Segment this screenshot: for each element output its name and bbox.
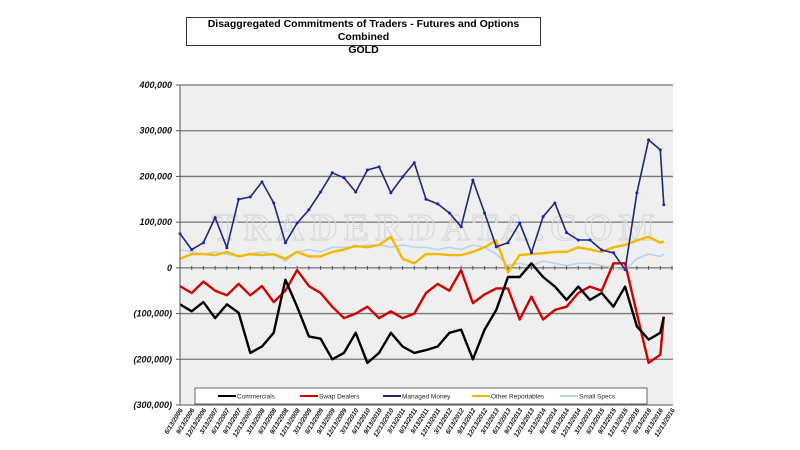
y-tick-label: (200,000) [133, 354, 172, 364]
data-point-managed-money [447, 211, 451, 215]
series-line-other-reportables [179, 235, 665, 274]
data-point-managed-money [471, 178, 475, 182]
data-point-managed-money [541, 215, 545, 219]
data-point-managed-money [635, 191, 639, 195]
data-point-managed-money [494, 245, 498, 249]
data-point-managed-money [529, 251, 533, 255]
data-point-managed-money [436, 202, 440, 206]
y-tick-label: 0 [167, 263, 172, 273]
data-point-managed-money [565, 231, 569, 235]
data-point-managed-money [283, 241, 287, 245]
data-point-managed-money [237, 197, 241, 201]
data-point-managed-money [518, 221, 522, 225]
data-point-managed-money [658, 148, 662, 152]
data-point-managed-money [611, 251, 615, 255]
legend-label-other-reportables: Other Reportables [491, 394, 545, 401]
data-point-managed-money [412, 161, 416, 165]
legend-label-small-specs: Small Specs [579, 394, 616, 401]
y-tick-label: (100,000) [133, 309, 172, 319]
series-line-small-specs [179, 244, 665, 271]
data-point-managed-money [588, 238, 592, 242]
data-point-managed-money [576, 238, 580, 242]
data-point-managed-money [190, 248, 194, 252]
data-point-managed-money [213, 216, 217, 220]
plot-area [180, 85, 673, 405]
legend-label-managed-money: Managed Money [402, 394, 451, 401]
data-point-managed-money [506, 241, 510, 245]
data-point-managed-money [330, 171, 334, 175]
series-line-swap-dealers [179, 262, 665, 365]
y-tick-label: 300,000 [139, 126, 172, 136]
series-line-commercials [179, 262, 665, 365]
data-point-managed-money [483, 211, 487, 215]
legend-box [194, 387, 648, 405]
legend-label-commercials: Commercials [237, 394, 276, 401]
data-point-managed-money [201, 241, 205, 245]
data-point-managed-money [342, 176, 346, 180]
data-point-managed-money [295, 221, 299, 225]
data-point-managed-money [248, 195, 252, 199]
data-point-managed-money [662, 203, 666, 207]
data-point-managed-money [389, 191, 393, 195]
data-point-managed-money [319, 190, 323, 194]
data-point-managed-money [647, 138, 651, 142]
data-point-managed-money [272, 201, 276, 205]
chart-title-box: Disaggregated Commitments of Traders - F… [186, 17, 541, 56]
data-point-managed-money [553, 201, 557, 205]
data-point-managed-money [225, 246, 229, 250]
data-point-managed-money [401, 175, 405, 179]
data-point-managed-money [354, 190, 358, 194]
y-tick-label: 400,000 [138, 80, 172, 90]
data-point-managed-money [377, 165, 381, 169]
y-tick-label: 200,000 [138, 171, 172, 181]
y-tick-label: 100,000 [139, 217, 172, 227]
chart-title: Disaggregated Commitments of Traders - F… [207, 18, 520, 43]
chart-subtitle: GOLD [348, 44, 379, 56]
data-point-managed-money [424, 197, 428, 201]
legend-label-swap-dealers: Swap Dealers [319, 394, 360, 401]
data-point-managed-money [459, 225, 463, 229]
y-tick-label: (300,000) [133, 400, 172, 410]
data-point-managed-money [260, 180, 264, 184]
data-point-managed-money [365, 168, 369, 172]
data-point-managed-money [307, 208, 311, 212]
data-point-managed-money [600, 248, 604, 252]
